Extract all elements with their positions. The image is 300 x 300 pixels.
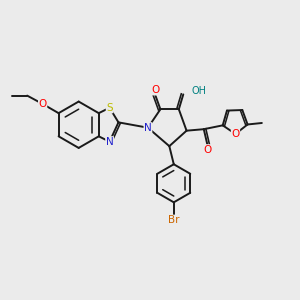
Text: Br: Br (168, 215, 179, 225)
Text: O: O (38, 99, 47, 109)
Text: O: O (151, 85, 159, 95)
Text: O: O (203, 145, 212, 155)
Text: OH: OH (192, 86, 207, 96)
Text: N: N (144, 123, 152, 133)
Text: S: S (106, 103, 113, 113)
Text: O: O (231, 129, 240, 139)
Text: N: N (106, 137, 113, 147)
